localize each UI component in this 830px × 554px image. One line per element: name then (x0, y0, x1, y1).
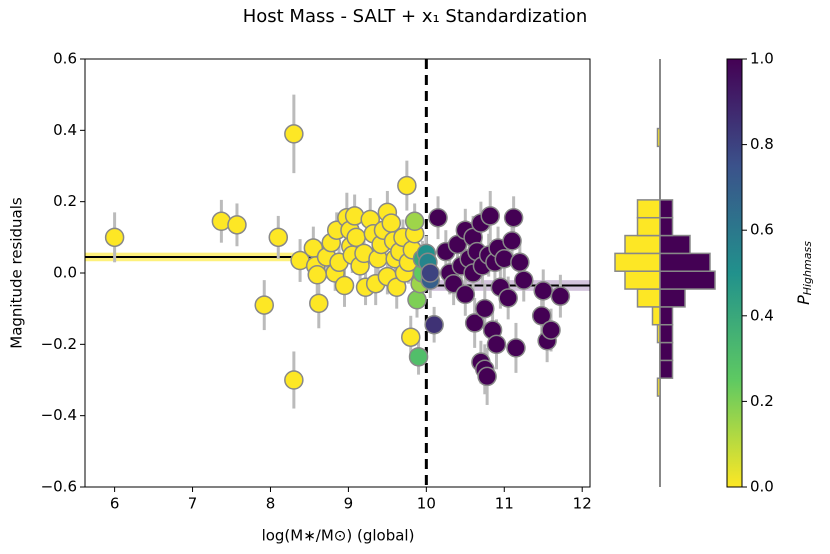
colorbar-tick-label: 0.0 (750, 478, 774, 496)
x-tick-label: 10 (417, 495, 436, 513)
colorbar-label-symbol: P (794, 295, 813, 305)
point (464, 313, 485, 333)
point (397, 175, 417, 196)
x-tick-label: 11 (495, 495, 514, 513)
point (408, 347, 429, 367)
plot-frame (84, 58, 591, 488)
colorbar-tick-label: 1.0 (750, 50, 774, 68)
point (309, 293, 329, 314)
y-tick-label: 0.2 (53, 192, 77, 210)
point (407, 290, 427, 310)
point (346, 227, 366, 248)
point (477, 366, 497, 387)
point (420, 263, 440, 283)
hist-bar (659, 234, 691, 255)
hist-bar (636, 288, 661, 308)
point (428, 207, 448, 228)
colorbar-tick-label: 0.8 (750, 135, 774, 153)
point (284, 124, 304, 144)
hist-bar (659, 306, 674, 326)
point (514, 270, 534, 290)
hist-bar (659, 216, 674, 237)
point (334, 275, 355, 296)
hist-bar (659, 199, 674, 219)
point (268, 227, 289, 248)
point (424, 314, 444, 335)
hist-bar (659, 359, 674, 379)
hist-bar (624, 234, 661, 255)
x-tick-label: 6 (110, 495, 120, 513)
x-tick-label: 8 (266, 495, 276, 513)
hist-bar (656, 127, 661, 148)
point (502, 231, 522, 251)
hist-bar (636, 199, 661, 219)
y-tick-label: 0.0 (53, 264, 77, 282)
point (531, 306, 552, 326)
y-tick-label: −0.4 (41, 406, 77, 424)
colorbar-label-subscript: Highmass (801, 241, 814, 295)
x-axis-label: log(M∗/M⊙) (global) (262, 527, 415, 545)
point (541, 320, 561, 340)
point (284, 370, 304, 390)
hist-bar (659, 288, 686, 308)
point (506, 338, 526, 358)
point (503, 207, 524, 228)
hist-bar (659, 270, 716, 290)
point (498, 288, 518, 308)
point (510, 252, 530, 273)
hist-bar (651, 306, 661, 326)
point (227, 215, 247, 235)
hist-bar (656, 377, 661, 397)
colorbar-label: PHighmass (794, 241, 815, 305)
x-tick-label: 9 (344, 495, 354, 513)
hist-bar (659, 323, 674, 344)
y-axis-label: Magnitude residuals (8, 197, 26, 349)
point (104, 227, 125, 248)
y-tick-label: −0.2 (41, 335, 77, 353)
y-tick-label: 0.4 (53, 121, 77, 139)
point (401, 327, 421, 347)
point (404, 211, 425, 232)
x-tick-label: 7 (188, 495, 198, 513)
hist-bar (659, 341, 674, 362)
point (254, 295, 274, 315)
point (307, 265, 327, 285)
point (486, 334, 507, 355)
colorbar-tick-label: 0.2 (750, 392, 774, 410)
colorbar-tick-label: 0.4 (750, 306, 774, 324)
point (480, 206, 500, 226)
y-tick-label: −0.6 (41, 478, 77, 496)
point (475, 298, 495, 319)
hist-bar (659, 252, 711, 272)
hist-bar (614, 252, 661, 272)
y-tick-label: 0.6 (53, 50, 77, 68)
hist-bar (636, 216, 661, 237)
colorbar-tick-label: 0.6 (750, 221, 774, 239)
point (455, 284, 476, 305)
point (533, 281, 553, 301)
hist-bar (624, 270, 661, 290)
colorbar (726, 58, 743, 488)
chart-title: Host Mass - SALT + x₁ Standardization (243, 6, 588, 27)
point (550, 286, 571, 306)
x-tick-label: 12 (573, 495, 592, 513)
